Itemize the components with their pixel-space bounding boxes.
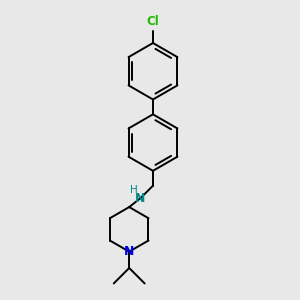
- Text: N: N: [135, 192, 146, 205]
- Text: H: H: [130, 184, 137, 195]
- Text: N: N: [124, 245, 134, 258]
- Text: Cl: Cl: [147, 15, 159, 28]
